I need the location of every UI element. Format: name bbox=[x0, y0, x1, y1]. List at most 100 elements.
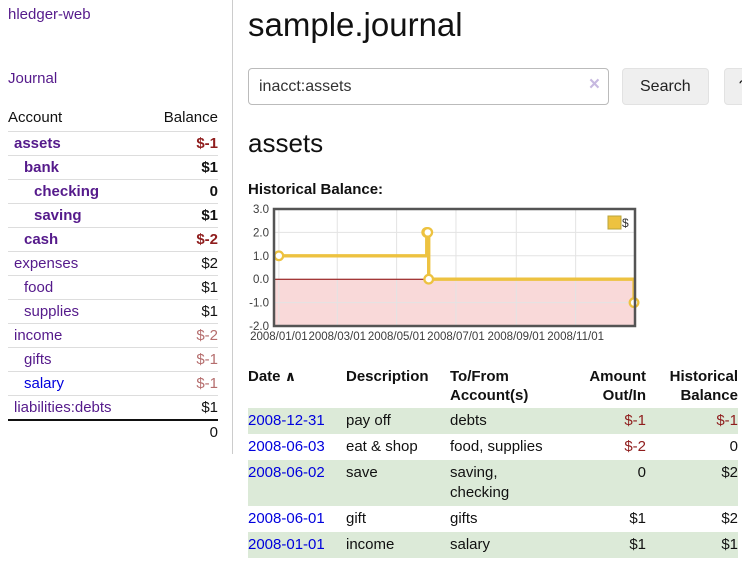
tofrom-column-header: To/From Account(s) bbox=[450, 368, 529, 404]
transaction-accounts: saving, checking bbox=[450, 464, 510, 501]
account-name-cell: supplies bbox=[8, 299, 146, 324]
account-row: liabilities:debts $1 bbox=[8, 395, 218, 420]
transaction-amount: $1 bbox=[629, 510, 646, 527]
account-name-cell: bank bbox=[8, 155, 146, 180]
transaction-date-link[interactable]: 2008-12-31 bbox=[248, 412, 325, 429]
account-name-cell: cash bbox=[8, 227, 146, 252]
account-balance: $1 bbox=[145, 155, 218, 180]
transaction-date-cell: 2008-06-02 bbox=[248, 460, 346, 506]
help-button[interactable]: ? bbox=[723, 68, 742, 105]
data-point-marker bbox=[273, 250, 285, 262]
account-balance: $1 bbox=[145, 203, 218, 228]
transaction-amount: $-1 bbox=[624, 412, 646, 429]
account-link[interactable]: gifts bbox=[24, 351, 52, 368]
account-link[interactable]: checking bbox=[34, 183, 100, 200]
account-heading: assets bbox=[248, 128, 324, 158]
account-name-cell: assets bbox=[8, 131, 146, 156]
account-row: checking 0 bbox=[8, 179, 218, 204]
account-link[interactable]: food bbox=[24, 279, 54, 296]
transaction-amount: 0 bbox=[637, 464, 646, 481]
account-row: gifts $-1 bbox=[8, 347, 218, 372]
account-balance: $-1 bbox=[145, 347, 218, 372]
account-row: expenses $2 bbox=[8, 251, 218, 276]
search-button[interactable]: Search bbox=[622, 68, 709, 105]
y-tick-label: 0.0 bbox=[253, 274, 269, 286]
transaction-row: 2008-06-03 eat & shop food, supplies $-2 0 bbox=[248, 434, 738, 460]
transaction-date-cell: 2008-01-01 bbox=[248, 532, 346, 558]
accounts-total-row: 0 bbox=[8, 419, 218, 444]
account-link[interactable]: cash bbox=[24, 231, 59, 248]
y-tick-label: 2.0 bbox=[253, 227, 269, 239]
transaction-historical-balance: $1 bbox=[721, 536, 738, 553]
transaction-date-link[interactable]: 2008-06-01 bbox=[248, 510, 325, 527]
transaction-description: income bbox=[346, 536, 395, 553]
transaction-date-cell: 2008-12-31 bbox=[248, 408, 346, 434]
transaction-historical-balance: 0 bbox=[729, 438, 738, 455]
account-name-cell: salary bbox=[8, 371, 146, 396]
description-column-header: Description bbox=[346, 368, 429, 385]
accounts-balance-table: Account Balance assets $-1 bank $1 checking 0… bbox=[8, 107, 218, 444]
transaction-historical-balance: $2 bbox=[721, 464, 738, 481]
transaction-historical-balance: $-1 bbox=[716, 412, 738, 429]
account-row: income $-2 bbox=[8, 323, 218, 348]
transaction-date-cell: 2008-06-01 bbox=[248, 506, 346, 532]
account-name-cell: liabilities:debts bbox=[8, 395, 146, 420]
account-link[interactable]: salary bbox=[24, 375, 65, 392]
account-row: saving $1 bbox=[8, 203, 218, 228]
transaction-description: save bbox=[346, 464, 378, 481]
transaction-date-link[interactable]: 2008-06-03 bbox=[248, 438, 325, 455]
transaction-date-link[interactable]: 2008-01-01 bbox=[248, 536, 325, 553]
transaction-description: eat & shop bbox=[346, 438, 418, 455]
clear-search-icon[interactable]: × bbox=[588, 74, 600, 95]
transaction-date-cell: 2008-06-03 bbox=[248, 434, 346, 460]
account-balance: $-2 bbox=[145, 227, 218, 252]
sidebar-item-journal[interactable]: Journal bbox=[8, 70, 58, 87]
journal-nav: Journal bbox=[8, 70, 218, 88]
y-tick-label: 1.0 bbox=[253, 251, 269, 263]
data-point-marker bbox=[422, 226, 434, 238]
account-balance: $-2 bbox=[145, 323, 218, 348]
account-link[interactable]: assets bbox=[14, 135, 61, 152]
date-column-header[interactable]: Date ∧ bbox=[248, 368, 297, 385]
account-balance: $-1 bbox=[145, 371, 218, 396]
account-name-cell: checking bbox=[8, 179, 146, 204]
page-title: sample.journal bbox=[248, 6, 463, 43]
main-content: sample.journal × Search ? assets Histori… bbox=[233, 0, 742, 558]
transaction-accounts: gifts bbox=[450, 510, 478, 527]
legend-swatch bbox=[607, 215, 622, 230]
search-box: × bbox=[248, 68, 609, 105]
account-balance: $1 bbox=[145, 395, 218, 420]
account-link[interactable]: bank bbox=[24, 159, 60, 176]
transaction-row: 2008-12-31 pay off debts $-1 $-1 bbox=[248, 408, 738, 434]
account-balance: $1 bbox=[145, 275, 218, 300]
y-tick-label: -2.0 bbox=[249, 321, 269, 333]
account-row: bank $1 bbox=[8, 155, 218, 180]
account-link[interactable]: supplies bbox=[24, 303, 80, 320]
search-form: × Search ? bbox=[248, 68, 742, 105]
transaction-row: 2008-06-01 gift gifts $1 $2 bbox=[248, 506, 738, 532]
x-tick-label: 2008/01/01 bbox=[250, 331, 308, 343]
account-link[interactable]: expenses bbox=[14, 255, 79, 272]
account-name-cell: food bbox=[8, 275, 146, 300]
search-input[interactable] bbox=[248, 68, 609, 105]
account-column-header: Account bbox=[8, 109, 63, 126]
amount-column-header: Amount Out/In bbox=[589, 368, 646, 404]
account-link[interactable]: saving bbox=[34, 207, 82, 224]
transaction-date-link[interactable]: 2008-06-02 bbox=[248, 464, 325, 481]
app-title-link[interactable]: hledger-web bbox=[8, 6, 91, 23]
plot-border bbox=[272, 207, 637, 328]
account-balance: $-1 bbox=[145, 131, 218, 156]
y-tick-label: 3.0 bbox=[253, 204, 269, 216]
legend-label: $ bbox=[622, 216, 629, 230]
x-tick-label: 2008/05/01 bbox=[368, 331, 426, 343]
account-link[interactable]: liabilities:debts bbox=[14, 399, 112, 416]
account-row: supplies $1 bbox=[8, 299, 218, 324]
accounts-total-balance: 0 bbox=[145, 419, 218, 444]
account-row: assets $-1 bbox=[8, 131, 218, 156]
account-link[interactable]: income bbox=[14, 327, 63, 344]
y-tick-label: -1.0 bbox=[249, 298, 269, 310]
account-name-cell: expenses bbox=[8, 251, 146, 276]
sort-ascending-icon: ∧ bbox=[284, 368, 297, 384]
accounts-header-row: Account Balance bbox=[8, 107, 218, 132]
